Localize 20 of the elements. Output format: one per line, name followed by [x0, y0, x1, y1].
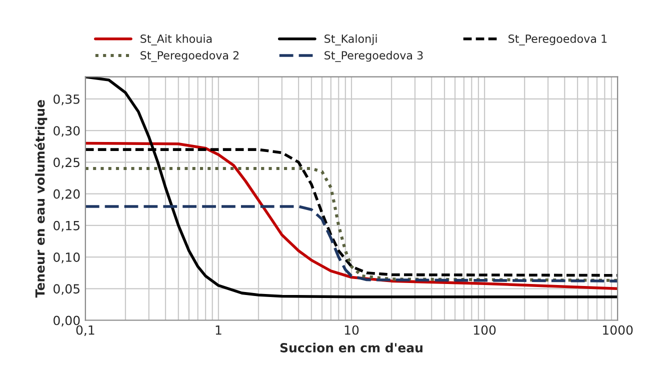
y-axis-title: Teneur en eau volumétrique: [34, 100, 48, 298]
y-tick-label: 0,30: [54, 126, 80, 137]
x-tick-label: 0,1: [76, 325, 94, 336]
legend-label: St_Ait khouia: [140, 34, 212, 46]
y-tick-label: 0,20: [54, 189, 80, 200]
x-tick-label: 1000: [603, 325, 633, 335]
legend-label: St_Peregoedova 3: [324, 50, 423, 62]
x-tick-label: 1: [216, 325, 222, 335]
y-tick-label: 0,25: [54, 158, 80, 168]
x-tick-label: 10: [344, 325, 359, 335]
legend-label: St_Peregoedova 1: [508, 34, 607, 46]
legend-label: St_Peregoedova 2: [140, 50, 239, 62]
y-tick-label: 0,05: [54, 284, 80, 295]
y-tick-label: 0,10: [54, 252, 80, 264]
x-axis-title: Succion en cm d'eau: [280, 342, 422, 352]
legend-label: St_Kalonji: [324, 34, 377, 46]
y-tick-label: 0,15: [54, 220, 80, 232]
x-tick-label: 100: [474, 325, 496, 335]
y-tick-label: 0,00: [54, 316, 80, 326]
y-tick-label: 0,35: [54, 94, 80, 106]
